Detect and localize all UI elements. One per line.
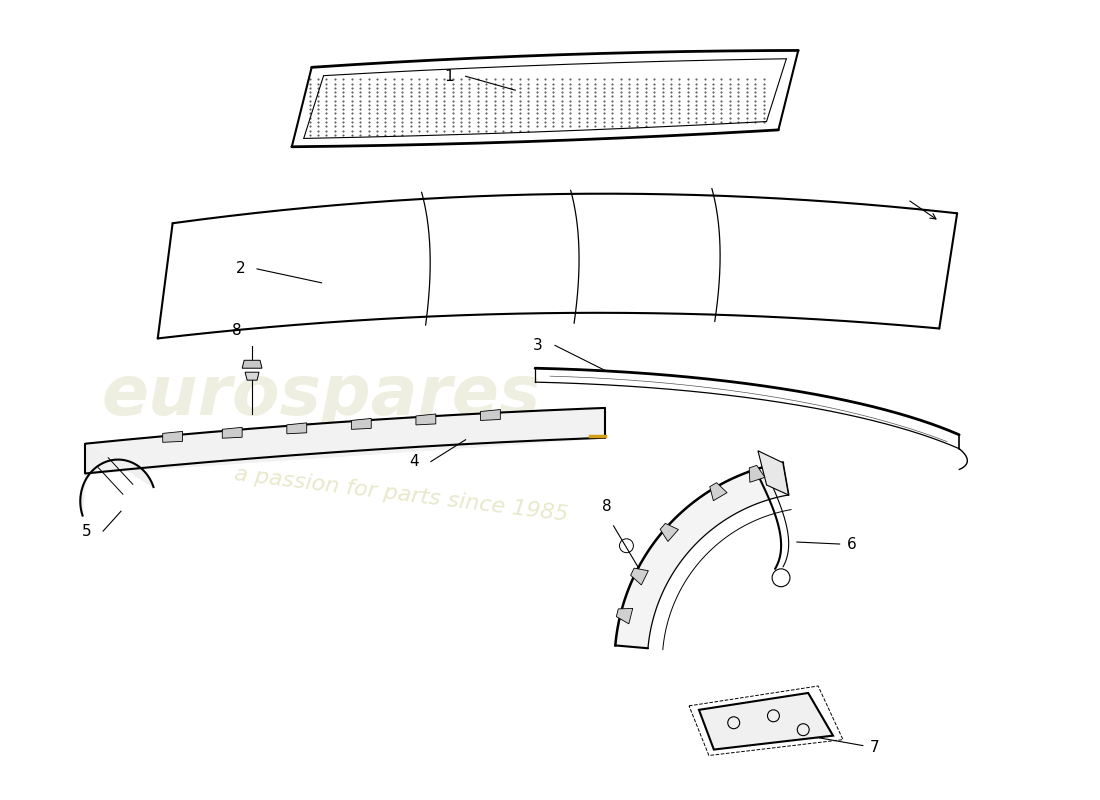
Polygon shape (351, 418, 372, 430)
Text: 8: 8 (232, 323, 242, 338)
Text: 6: 6 (847, 537, 856, 551)
Text: a passion for parts since 1985: a passion for parts since 1985 (233, 464, 569, 525)
Text: eurospares: eurospares (102, 362, 541, 429)
Polygon shape (660, 523, 679, 542)
Polygon shape (615, 462, 789, 648)
Polygon shape (630, 568, 648, 585)
Polygon shape (416, 414, 436, 425)
Polygon shape (616, 609, 632, 624)
Text: 5: 5 (81, 523, 91, 538)
Polygon shape (80, 444, 154, 515)
Polygon shape (245, 372, 258, 380)
Text: 7: 7 (870, 740, 879, 755)
Polygon shape (86, 408, 605, 474)
Polygon shape (163, 431, 183, 442)
Text: 1: 1 (444, 69, 453, 84)
Text: 3: 3 (534, 338, 543, 353)
Polygon shape (481, 410, 500, 421)
Polygon shape (287, 423, 307, 434)
Text: 4: 4 (409, 454, 419, 469)
Text: 2: 2 (235, 262, 245, 277)
Polygon shape (242, 360, 262, 368)
Polygon shape (222, 427, 242, 438)
Text: 8: 8 (602, 499, 612, 514)
Polygon shape (710, 482, 727, 501)
Polygon shape (749, 466, 764, 482)
Polygon shape (698, 693, 833, 750)
Polygon shape (758, 450, 789, 495)
